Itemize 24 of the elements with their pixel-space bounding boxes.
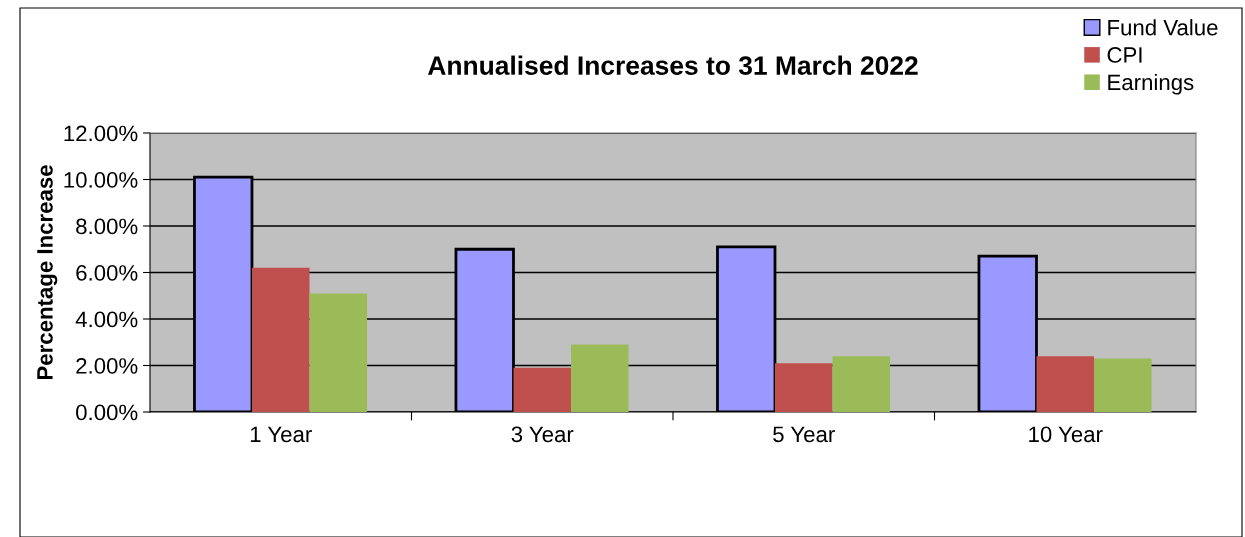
legend-label: Fund Value <box>1108 19 1218 36</box>
x-tick-label: 10 Year <box>1029 426 1103 443</box>
legend-label: CPI <box>1107 47 1142 63</box>
bar <box>309 293 368 412</box>
bar <box>251 267 310 412</box>
y-tick-label: 6.00% <box>76 265 138 281</box>
bar <box>1036 356 1095 412</box>
legend-label: Earnings <box>1108 73 1194 95</box>
y-tick-label: 8.00% <box>76 218 138 235</box>
x-tick-label: 5 Year <box>773 426 835 443</box>
y-tick-label: 0.00% <box>76 404 138 421</box>
y-axis-title: Percentage Increase <box>37 165 58 380</box>
chart-title: Annualised Increases to 31 March 2022 <box>428 55 918 75</box>
bar <box>832 356 891 412</box>
bar <box>1094 358 1152 412</box>
bar <box>571 344 629 412</box>
bar <box>774 363 833 412</box>
bar <box>513 367 572 412</box>
y-tick-label: 12.00% <box>64 125 138 142</box>
x-tick-label: 3 Year <box>511 426 574 443</box>
y-tick-label: 10.00% <box>64 172 138 188</box>
y-tick-label: 2.00% <box>76 358 138 374</box>
y-tick-label: 4.00% <box>75 311 138 328</box>
x-tick-label: 1 Year <box>250 426 312 443</box>
